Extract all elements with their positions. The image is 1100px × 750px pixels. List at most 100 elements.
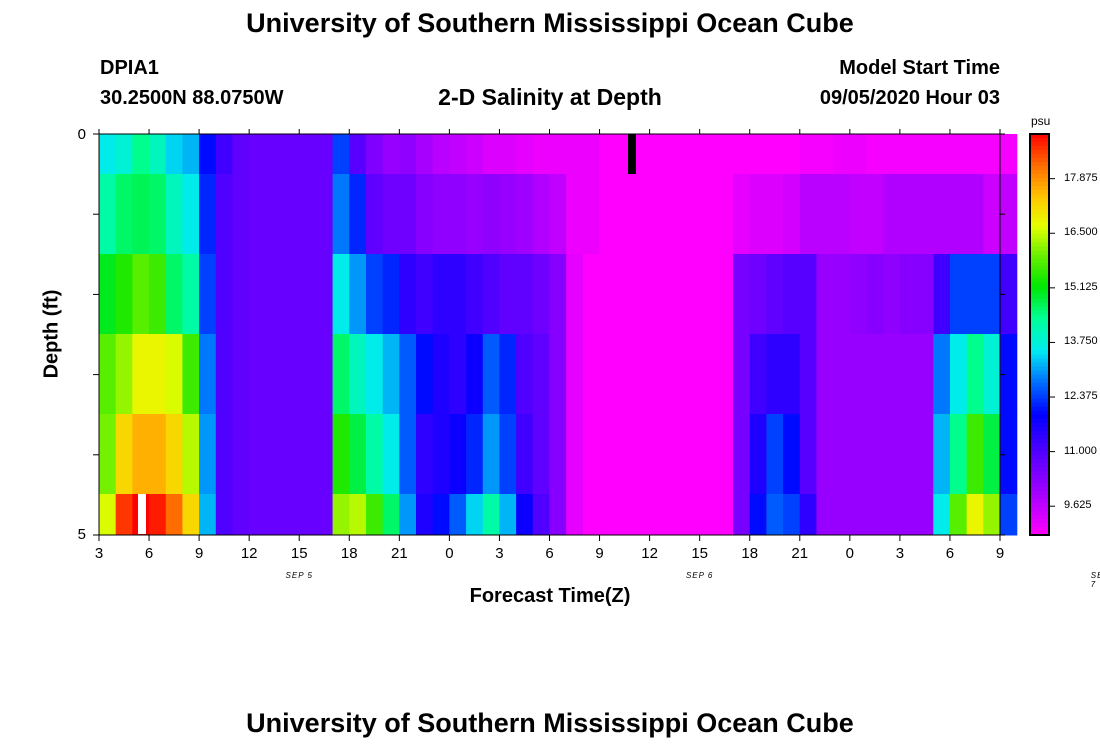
heatmap-cell bbox=[365, 174, 384, 255]
heatmap-cell bbox=[532, 254, 551, 335]
heatmap-cell bbox=[199, 254, 217, 335]
heatmap-cell bbox=[516, 134, 534, 175]
heatmap-cell bbox=[516, 174, 534, 255]
heatmap-cell bbox=[332, 134, 350, 175]
day-label: SEP 7 bbox=[1090, 571, 1100, 589]
heatmap-cell bbox=[899, 174, 918, 255]
colorbar-label: 17.875 bbox=[1064, 171, 1098, 184]
heatmap-cell bbox=[866, 174, 884, 255]
heatmap-cell bbox=[582, 254, 601, 335]
colorbar-segment bbox=[1030, 370, 1049, 376]
heatmap-cell bbox=[232, 254, 250, 335]
heatmap-cell bbox=[599, 254, 617, 335]
heatmap-cell bbox=[716, 134, 734, 175]
heatmap-cell bbox=[265, 254, 284, 335]
heatmap-cell bbox=[99, 414, 117, 495]
colorbar-label: 15.125 bbox=[1064, 280, 1098, 293]
heatmap-cell bbox=[783, 334, 801, 415]
colorbar-segment bbox=[1030, 394, 1049, 400]
heatmap-cell bbox=[816, 254, 834, 335]
colorbar-segment bbox=[1030, 362, 1049, 368]
heatmap-cell bbox=[249, 254, 267, 335]
heatmap-cell bbox=[616, 494, 634, 536]
heatmap-cell bbox=[716, 254, 734, 335]
x-tick-label: 3 bbox=[94, 545, 104, 562]
heatmap-cell bbox=[299, 174, 317, 255]
heatmap-cell bbox=[215, 134, 234, 175]
heatmap-cell bbox=[165, 174, 184, 255]
heatmap-cell bbox=[182, 414, 200, 495]
heatmap-cell bbox=[349, 494, 367, 536]
heatmap-cell bbox=[616, 174, 634, 255]
heatmap-cell bbox=[149, 174, 167, 255]
colorbar-label: 16.500 bbox=[1064, 226, 1098, 239]
colorbar-segment bbox=[1030, 274, 1049, 279]
colorbar-segment bbox=[1030, 150, 1049, 155]
heatmap-cell bbox=[382, 414, 400, 495]
plot-title: 2-D Salinity at Depth bbox=[438, 84, 662, 110]
heatmap-cell bbox=[299, 254, 317, 335]
colorbar-segment bbox=[1030, 154, 1049, 159]
heatmap-cell bbox=[282, 134, 300, 175]
heatmap-cell bbox=[783, 134, 801, 175]
heatmap-cell bbox=[649, 334, 667, 415]
day-label: SEP 6 bbox=[685, 571, 714, 580]
heatmap-cell bbox=[883, 254, 901, 335]
heatmap-cell bbox=[549, 334, 567, 415]
black-marker bbox=[628, 134, 636, 174]
colorbar-segment bbox=[1030, 174, 1049, 179]
heatmap-cell bbox=[666, 334, 684, 415]
heatmap-cell bbox=[99, 134, 117, 175]
heatmap-cell bbox=[983, 494, 1001, 536]
heatmap-cell bbox=[749, 134, 768, 175]
heatmap-cell bbox=[649, 414, 667, 495]
heatmap-cell bbox=[916, 134, 934, 175]
heatmap-cell bbox=[983, 414, 1001, 495]
heatmap-cell bbox=[682, 254, 701, 335]
heatmap-cell bbox=[699, 174, 717, 255]
heatmap-cell bbox=[416, 134, 434, 175]
heatmap-cell bbox=[733, 134, 751, 175]
heatmap-cell bbox=[199, 334, 217, 415]
heatmap-cell bbox=[265, 134, 284, 175]
colorbar-segment bbox=[1030, 142, 1049, 147]
heatmap-cell bbox=[916, 254, 934, 335]
colorbar-segment bbox=[1030, 254, 1049, 259]
heatmap-cell bbox=[182, 334, 200, 415]
heatmap-cell bbox=[199, 494, 217, 536]
heatmap-cell bbox=[432, 494, 450, 536]
y-tick-5: 5 bbox=[77, 526, 86, 543]
heatmap-cell bbox=[783, 174, 801, 255]
colorbar-segment bbox=[1030, 258, 1049, 263]
heatmap-cell bbox=[549, 134, 567, 175]
colorbar-segment bbox=[1030, 410, 1049, 416]
heatmap-cell bbox=[649, 134, 667, 175]
heatmap-cell bbox=[966, 134, 984, 175]
x-tick-label: 12 bbox=[641, 545, 658, 562]
heatmap-cell bbox=[1000, 334, 1018, 415]
heatmap-cell bbox=[282, 414, 300, 495]
heatmap-cell bbox=[382, 334, 400, 415]
heatmap-cell bbox=[499, 414, 517, 495]
heatmap-cell bbox=[199, 134, 217, 175]
colorbar-segment bbox=[1030, 134, 1049, 139]
x-axis-ticks bbox=[98, 129, 1001, 541]
heatmap-cell bbox=[482, 134, 501, 175]
colorbar-segment bbox=[1030, 522, 1049, 528]
heatmap-cell bbox=[416, 494, 434, 536]
x-tick-label: 3 bbox=[495, 545, 504, 562]
heatmap-cell bbox=[933, 494, 951, 536]
colorbar-unit: psu bbox=[1031, 114, 1051, 128]
heatmap-cell bbox=[499, 174, 517, 255]
heatmap-cell bbox=[399, 254, 417, 335]
heatmap-cell bbox=[766, 414, 784, 495]
heatmap-cell bbox=[666, 174, 684, 255]
heatmap-cell bbox=[466, 254, 484, 335]
heatmap-cell bbox=[399, 494, 417, 536]
colorbar-segment bbox=[1030, 382, 1049, 388]
heatmap-cell bbox=[482, 334, 501, 415]
colorbar-segment bbox=[1030, 466, 1049, 472]
heatmap-cell bbox=[432, 134, 450, 175]
heatmap-cell bbox=[299, 334, 317, 415]
heatmap-cell bbox=[916, 334, 934, 415]
